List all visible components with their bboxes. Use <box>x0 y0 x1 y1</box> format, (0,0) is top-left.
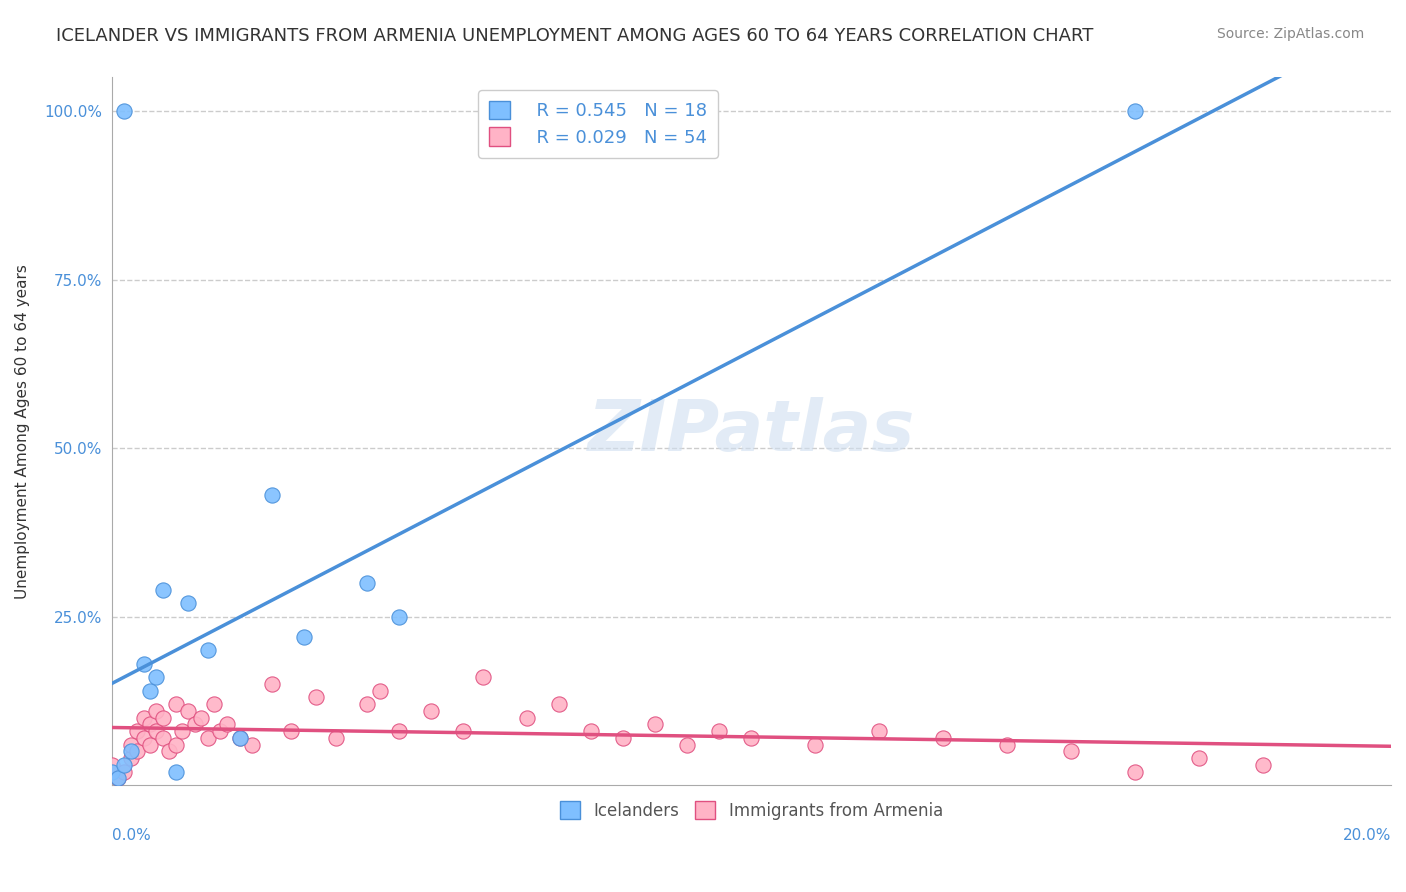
Point <box>548 697 571 711</box>
Point <box>240 738 263 752</box>
Point <box>1123 764 1146 779</box>
Point <box>132 657 155 671</box>
Point <box>127 724 149 739</box>
Point <box>107 772 129 786</box>
Point <box>145 670 167 684</box>
Point <box>305 690 328 705</box>
Point <box>356 697 378 711</box>
Point <box>165 738 187 752</box>
Text: 20.0%: 20.0% <box>1343 828 1391 843</box>
Point <box>197 731 219 745</box>
Point <box>709 724 731 739</box>
Point <box>139 738 162 752</box>
Point <box>260 488 283 502</box>
Point <box>644 717 666 731</box>
Point <box>932 731 955 745</box>
Point <box>280 724 302 739</box>
Point <box>132 731 155 745</box>
Point <box>152 582 174 597</box>
Point <box>995 738 1018 752</box>
Point <box>215 717 238 731</box>
Text: ICELANDER VS IMMIGRANTS FROM ARMENIA UNEMPLOYMENT AMONG AGES 60 TO 64 YEARS CORR: ICELANDER VS IMMIGRANTS FROM ARMENIA UNE… <box>56 27 1094 45</box>
Point <box>112 764 135 779</box>
Point <box>152 731 174 745</box>
Text: 0.0%: 0.0% <box>111 828 150 843</box>
Point <box>197 643 219 657</box>
Point <box>388 724 411 739</box>
Point <box>356 575 378 590</box>
Point <box>165 697 187 711</box>
Point <box>453 724 475 739</box>
Point <box>325 731 347 745</box>
Point <box>1188 751 1211 765</box>
Point <box>139 683 162 698</box>
Point <box>127 744 149 758</box>
Point <box>581 724 603 739</box>
Point <box>100 764 122 779</box>
Y-axis label: Unemployment Among Ages 60 to 64 years: Unemployment Among Ages 60 to 64 years <box>15 264 30 599</box>
Point <box>120 738 142 752</box>
Text: ZIPatlas: ZIPatlas <box>588 397 915 466</box>
Point <box>112 758 135 772</box>
Point <box>132 711 155 725</box>
Point <box>112 104 135 119</box>
Point <box>107 772 129 786</box>
Point <box>471 670 494 684</box>
Point <box>804 738 827 752</box>
Point <box>209 724 232 739</box>
Point <box>145 724 167 739</box>
Point <box>228 731 250 745</box>
Point <box>170 724 193 739</box>
Point <box>120 751 142 765</box>
Point <box>202 697 225 711</box>
Point <box>228 731 250 745</box>
Point <box>157 744 180 758</box>
Point <box>260 677 283 691</box>
Point <box>1060 744 1083 758</box>
Point <box>1251 758 1274 772</box>
Point <box>139 717 162 731</box>
Point <box>177 704 200 718</box>
Text: Source: ZipAtlas.com: Source: ZipAtlas.com <box>1216 27 1364 41</box>
Point <box>100 758 122 772</box>
Point <box>868 724 890 739</box>
Point <box>292 630 315 644</box>
Point <box>612 731 634 745</box>
Point <box>184 717 207 731</box>
Point <box>368 683 391 698</box>
Point <box>420 704 443 718</box>
Point <box>190 711 212 725</box>
Point <box>177 596 200 610</box>
Point <box>1123 104 1146 119</box>
Point <box>676 738 699 752</box>
Point <box>388 609 411 624</box>
Point <box>516 711 538 725</box>
Legend: Icelanders, Immigrants from Armenia: Icelanders, Immigrants from Armenia <box>553 795 949 826</box>
Point <box>145 704 167 718</box>
Point <box>120 744 142 758</box>
Point <box>165 764 187 779</box>
Point <box>740 731 762 745</box>
Point <box>152 711 174 725</box>
